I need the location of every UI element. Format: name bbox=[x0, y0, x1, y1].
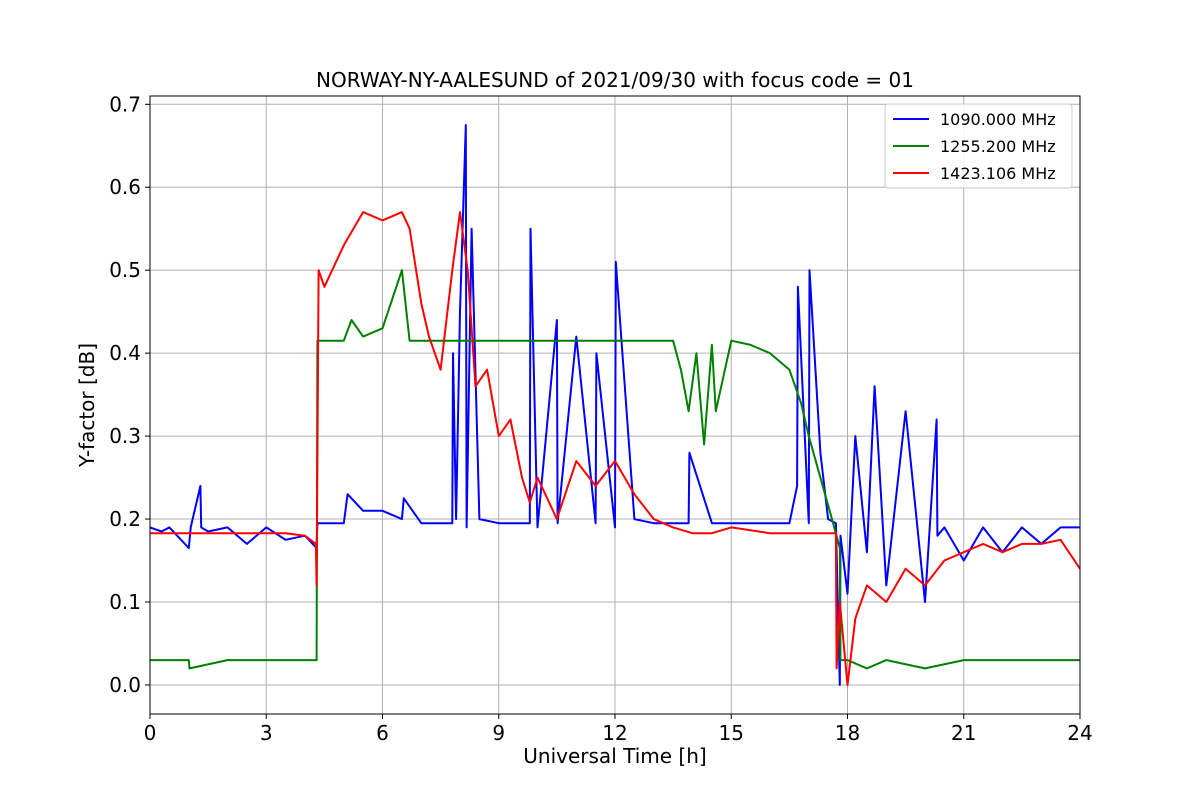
x-tick-label: 9 bbox=[492, 721, 505, 745]
y-tick-label: 0.7 bbox=[109, 92, 141, 116]
y-axis: 0.0 0.1 0.2 0.3 0.4 0.5 0.6 0.7 bbox=[109, 92, 150, 697]
x-tick-label: 0 bbox=[144, 721, 157, 745]
legend: 1090.000 MHz 1255.200 MHz 1423.106 MHz bbox=[884, 103, 1073, 189]
legend-frame bbox=[884, 103, 1073, 189]
x-tick-label: 24 bbox=[1067, 721, 1092, 745]
legend-label-1: 1090.000 MHz bbox=[940, 110, 1056, 129]
y-axis-label: Y-factor [dB] bbox=[75, 343, 99, 468]
y-tick-label: 0.4 bbox=[109, 341, 141, 365]
y-tick-label: 0.0 bbox=[109, 673, 141, 697]
x-tick-label: 21 bbox=[951, 721, 976, 745]
series-layer bbox=[150, 124, 1080, 686]
legend-label-3: 1423.106 MHz bbox=[940, 164, 1056, 183]
x-tick-label: 3 bbox=[260, 721, 273, 745]
x-axis: 0 3 6 9 12 15 18 21 24 bbox=[144, 714, 1093, 745]
x-tick-label: 18 bbox=[835, 721, 860, 745]
y-tick-label: 0.1 bbox=[109, 590, 141, 614]
x-axis-label: Universal Time [h] bbox=[523, 744, 706, 768]
chart-title: NORWAY-NY-AALESUND of 2021/09/30 with fo… bbox=[316, 68, 914, 92]
y-tick-label: 0.6 bbox=[109, 175, 141, 199]
x-tick-label: 15 bbox=[719, 721, 744, 745]
series-line-2 bbox=[150, 269, 1080, 670]
y-tick-label: 0.5 bbox=[109, 258, 141, 282]
y-tick-label: 0.3 bbox=[109, 424, 141, 448]
series-line-3 bbox=[150, 211, 1080, 686]
x-tick-label: 6 bbox=[376, 721, 389, 745]
x-tick-label: 12 bbox=[602, 721, 627, 745]
legend-label-2: 1255.200 MHz bbox=[940, 137, 1056, 156]
y-tick-label: 0.2 bbox=[109, 507, 141, 531]
